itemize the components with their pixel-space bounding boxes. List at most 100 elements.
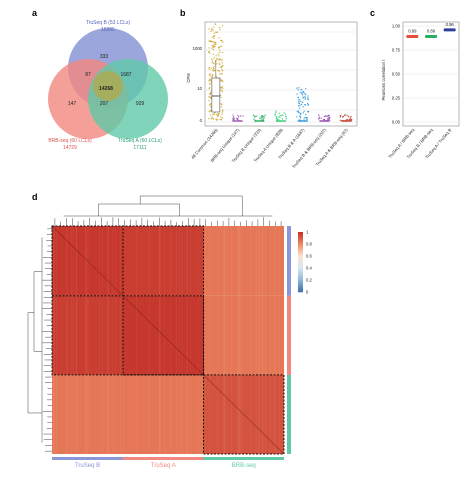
plot-b-point — [302, 97, 304, 99]
plot-c-ytick-3: 0.75 — [392, 48, 401, 53]
plot-b-marks — [208, 23, 353, 122]
plot-b-point — [221, 113, 223, 115]
plot-b-point — [219, 118, 221, 121]
legend-tick-0: 1 — [306, 230, 309, 235]
plot-b-point — [210, 80, 212, 82]
venn-region-a-b: 1687 — [120, 72, 131, 78]
plot-b-point — [276, 118, 278, 121]
plot-c-ytick-2: 0.50 — [392, 72, 401, 77]
plot-b-point — [318, 116, 321, 118]
plot-b-point — [299, 117, 302, 119]
venn-region-a-brb: 207 — [100, 101, 109, 107]
plot-b-group-2 — [252, 114, 266, 122]
legend-tick-1: 0.8 — [306, 242, 312, 247]
plot-b-ylabel: CPM — [186, 73, 191, 83]
plot-b-point — [216, 115, 219, 118]
plot-b-point — [220, 119, 223, 121]
heatmap-cluster-box-truseq — [51, 225, 205, 376]
dendrogram-left-branch — [33, 271, 42, 352]
plot-b-point — [211, 60, 213, 62]
legend-tick-2: 0.6 — [306, 254, 312, 259]
plot-b-point — [208, 96, 210, 98]
plot-b-point — [297, 110, 300, 112]
plot-b-point — [350, 115, 352, 118]
plot-b-point — [217, 113, 219, 115]
plot-b-point — [214, 43, 216, 45]
plot-b-point — [211, 69, 213, 72]
plot-b-point — [221, 109, 224, 111]
heatmap-group-labels: TruSeq B TruSeq A BRB-seq — [75, 463, 256, 469]
plot-b-point — [284, 113, 287, 116]
plot-b-point — [296, 93, 298, 95]
heatmap-group-label-0: TruSeq B — [75, 463, 100, 469]
plot-b-point — [306, 102, 309, 105]
plot-b-point — [300, 103, 303, 106]
venn-total-truseq-b: 16395 — [101, 27, 115, 33]
plot-b-point — [322, 118, 325, 121]
plot-b-point — [305, 87, 307, 90]
plot-b-point — [215, 55, 217, 57]
plot-b-point — [302, 91, 304, 93]
dendrogram-top-branch — [98, 203, 180, 216]
plot-b-point — [221, 62, 223, 64]
plot-b-point — [317, 118, 320, 120]
heatmap-col-group-bar-1 — [123, 457, 204, 460]
plot-b-point — [282, 114, 284, 116]
plot-b-point — [299, 104, 301, 106]
plot-b-point — [208, 68, 210, 70]
plot-b-point — [275, 112, 277, 114]
panel-c: c 0.00 0.25 0.50 0.75 1.00 Pearsons correlat… — [370, 8, 460, 160]
plot-b-group-1 — [232, 114, 244, 122]
plot-b-point — [297, 111, 300, 114]
plot-b-xlabels: All Common (14268)BRB-seq Unique (147)Tr… — [190, 127, 349, 169]
plot-b-point — [221, 25, 224, 27]
plot-b-point — [221, 90, 224, 93]
plot-b-point — [209, 78, 211, 80]
venn-region-a-only: 929 — [136, 101, 145, 107]
plot-b-point — [298, 87, 300, 89]
plot-b-point — [232, 116, 235, 118]
venn-label-truseq-b: TruSeq B (53 LCLs) — [86, 20, 131, 26]
plot-b-point — [212, 48, 215, 51]
plot-b-point — [220, 116, 222, 118]
plot-b-point — [275, 116, 278, 118]
plot-b-point — [221, 69, 224, 72]
plot-b-point — [209, 73, 211, 75]
plot-b-point — [342, 115, 344, 118]
plot-b-point — [299, 107, 301, 110]
plot-b-point — [215, 76, 218, 79]
plot-b-point — [213, 35, 215, 37]
plot-b-point — [220, 106, 223, 108]
plot-b-point — [221, 66, 223, 69]
heatmap-col-group-bar-0 — [52, 457, 124, 460]
plot-b-box — [211, 77, 221, 113]
panel-b-letter: b — [180, 8, 186, 18]
plot-b-ytick-0: 1000 — [193, 46, 203, 51]
plot-b-point — [221, 72, 223, 75]
plot-b-point — [301, 94, 304, 96]
plot-b-point — [242, 115, 244, 117]
plot-b-point — [211, 76, 213, 79]
plot-b-point — [277, 116, 279, 118]
plot-b-point — [212, 29, 214, 31]
plot-b-point — [219, 63, 221, 66]
plot-b-point — [221, 111, 224, 113]
plot-b-point — [299, 113, 302, 116]
plot-b-point — [298, 102, 300, 105]
plot-b-point — [217, 53, 219, 55]
heatmap-block-0-1 — [123, 226, 204, 296]
plot-b-point — [306, 118, 309, 120]
plot-b-point — [215, 41, 217, 44]
plot-b-point — [346, 114, 348, 116]
plot-b-point — [210, 96, 212, 98]
plot-b-point — [221, 59, 223, 61]
plot-b-point — [209, 92, 212, 95]
legend-segment — [298, 280, 303, 293]
plot-b-point — [328, 115, 330, 117]
legend-segment — [298, 256, 303, 269]
plot-b-point — [216, 63, 218, 65]
plot-b-ytick-2: 0 — [200, 118, 203, 123]
plot-b-point — [209, 40, 211, 42]
plot-b-point — [213, 63, 215, 65]
